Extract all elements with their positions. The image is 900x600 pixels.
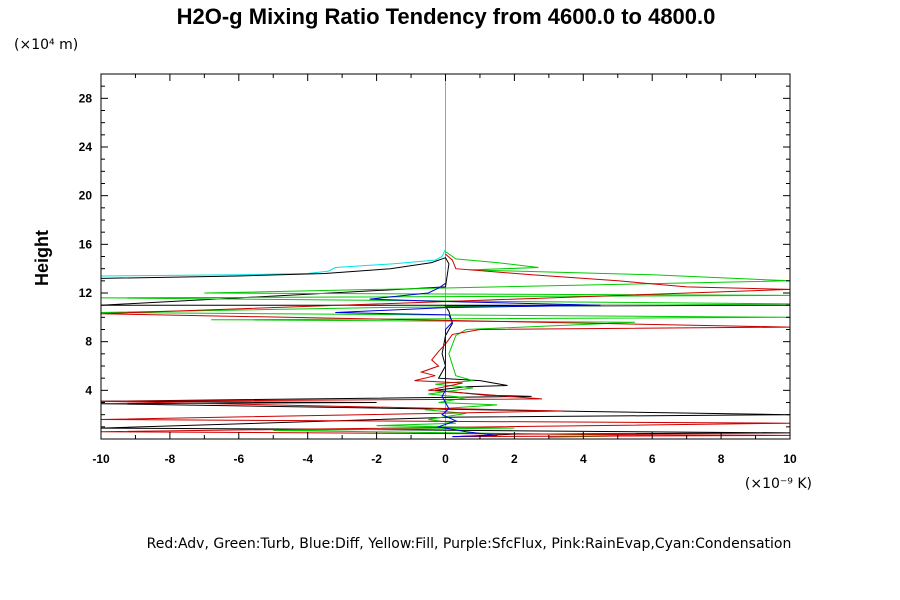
series-line-0 [100, 74, 446, 433]
x-tick-label: 4 [580, 452, 587, 466]
y-tick-label: 20 [79, 189, 93, 203]
series-line-4 [335, 282, 601, 438]
series-line-3 [100, 253, 791, 438]
x-axis-unit: (×10⁻⁹ K) [745, 476, 812, 492]
y-tick-label: 12 [79, 286, 93, 300]
y-tick-label: 24 [79, 140, 93, 154]
series-layer [100, 74, 791, 438]
x-tick-label: -6 [233, 452, 244, 466]
legend-text: Red:Adv, Green:Turb, Blue:Diff, Yellow:F… [147, 536, 792, 552]
y-tick-label: 16 [79, 237, 93, 251]
y-axis-label: Height [32, 230, 52, 286]
y-axis-unit: (×10⁴ m) [14, 37, 78, 53]
x-tick-label: -10 [92, 452, 110, 466]
plot-frame [100, 73, 791, 440]
x-tick-label: -8 [165, 452, 176, 466]
x-tick-label: 10 [783, 452, 797, 466]
x-tick-label: 6 [649, 452, 656, 466]
x-tick-label: 2 [511, 452, 518, 466]
chart-title: H2O-g Mixing Ratio Tendency from 4600.0 … [177, 4, 716, 29]
y-tick-label: 4 [85, 383, 92, 397]
x-tick-label: 0 [442, 452, 449, 466]
y-tick-label: 8 [85, 335, 92, 349]
series-line-1 [100, 257, 791, 438]
x-tick-label: -2 [371, 452, 382, 466]
y-tick-label: 28 [79, 91, 93, 105]
x-tick-label: -4 [302, 452, 313, 466]
x-tick-label: 8 [718, 452, 725, 466]
